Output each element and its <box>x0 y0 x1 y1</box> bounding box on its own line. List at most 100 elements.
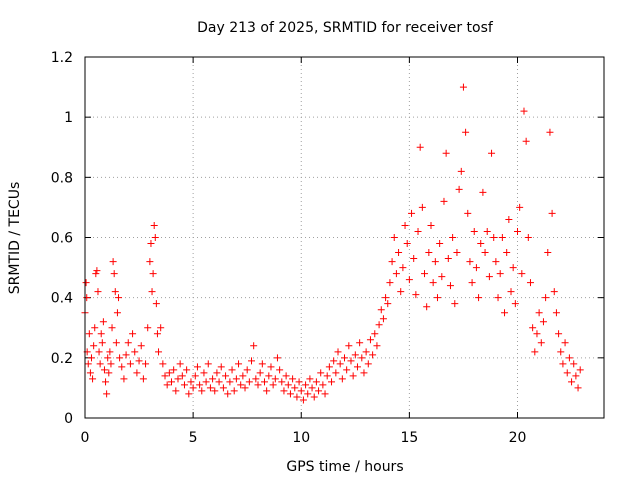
data-point <box>315 387 323 395</box>
data-point <box>230 387 238 395</box>
data-point <box>241 384 249 392</box>
data-point <box>392 270 400 278</box>
data-point <box>557 348 565 356</box>
data-point <box>535 309 543 317</box>
data-point <box>529 324 537 332</box>
data-point <box>97 330 105 338</box>
y-tick-label: 0.4 <box>51 291 73 307</box>
data-point <box>343 366 351 374</box>
data-points <box>81 83 584 404</box>
data-point <box>90 342 98 350</box>
data-point <box>539 318 547 326</box>
data-point <box>108 324 116 332</box>
data-point <box>276 366 284 374</box>
data-point <box>258 360 266 368</box>
data-point <box>282 372 290 380</box>
data-point <box>576 366 584 374</box>
data-point <box>509 264 517 272</box>
data-point <box>219 384 227 392</box>
data-point <box>459 83 467 91</box>
data-point <box>328 378 336 386</box>
data-point <box>444 255 452 263</box>
data-point <box>362 348 370 356</box>
data-point <box>189 384 197 392</box>
data-point <box>338 375 346 383</box>
data-point <box>516 203 524 211</box>
data-point <box>204 360 212 368</box>
data-point <box>146 258 154 266</box>
data-point <box>206 384 214 392</box>
data-point <box>568 378 576 386</box>
data-point <box>135 357 143 365</box>
data-point <box>252 375 260 383</box>
data-point <box>126 360 134 368</box>
data-point <box>429 279 437 287</box>
data-point <box>196 381 204 389</box>
data-point <box>518 270 526 278</box>
data-point <box>150 221 158 229</box>
data-point <box>308 384 316 392</box>
data-point <box>475 294 483 302</box>
data-point <box>165 369 173 377</box>
y-tick-label: 0.8 <box>51 170 73 186</box>
data-point <box>299 396 307 404</box>
x-tick-label: 15 <box>400 430 418 446</box>
data-point <box>375 321 383 329</box>
data-point <box>531 348 539 356</box>
chart-title: Day 213 of 2025, SRMTID for receiver tos… <box>197 20 494 36</box>
y-tick-label: 0 <box>64 411 73 427</box>
data-point <box>501 309 509 317</box>
data-point <box>104 354 112 362</box>
data-point <box>91 324 99 332</box>
data-point <box>514 227 521 235</box>
data-point <box>224 390 232 398</box>
data-point <box>157 324 165 332</box>
data-point <box>423 303 431 311</box>
data-point <box>153 330 161 338</box>
data-point <box>106 348 114 356</box>
data-point <box>401 221 409 229</box>
data-point <box>271 375 279 383</box>
data-point <box>250 342 258 350</box>
data-point <box>524 234 532 241</box>
data-point <box>552 309 560 317</box>
data-point <box>356 339 364 347</box>
data-point <box>232 375 240 383</box>
data-point <box>397 288 405 296</box>
data-point <box>85 330 93 338</box>
data-point <box>550 288 558 296</box>
data-point <box>431 258 439 266</box>
data-point <box>332 369 340 377</box>
data-point <box>105 369 113 377</box>
data-point <box>83 294 91 302</box>
data-point <box>245 378 253 386</box>
data-point <box>86 369 94 377</box>
y-axis-label: SRMTID / TECUs <box>7 182 23 295</box>
data-point <box>371 330 379 338</box>
data-point <box>185 390 193 398</box>
data-point <box>466 258 474 266</box>
x-tick-label: 0 <box>81 430 90 446</box>
data-point <box>511 300 519 308</box>
data-point <box>379 315 387 323</box>
data-point <box>310 393 318 401</box>
data-point <box>129 330 137 338</box>
data-point <box>453 249 461 257</box>
data-point <box>366 336 374 344</box>
data-point <box>115 294 123 302</box>
axis-ticks: 0 0.2 0.4 0.6 0.8 1 1.2 0 5 10 15 20 <box>51 50 604 446</box>
data-point <box>496 270 504 278</box>
data-point <box>561 339 569 347</box>
data-point <box>96 360 104 368</box>
data-point <box>526 279 534 287</box>
data-point <box>217 363 225 371</box>
data-point <box>278 378 286 386</box>
data-point <box>286 390 294 398</box>
data-point <box>269 381 277 389</box>
data-point <box>462 128 470 136</box>
data-point <box>390 234 398 241</box>
data-point <box>174 375 182 383</box>
data-point <box>455 185 463 193</box>
data-point <box>228 366 236 374</box>
